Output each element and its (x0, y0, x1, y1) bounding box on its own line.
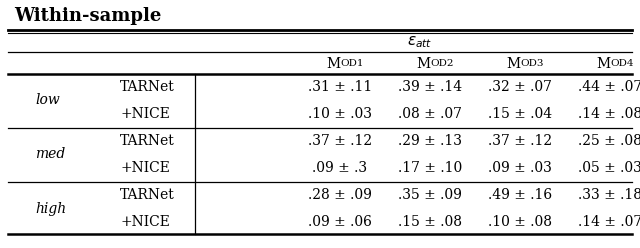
Text: .10 ± .03: .10 ± .03 (308, 107, 372, 121)
Text: .31 ± .11: .31 ± .11 (308, 80, 372, 94)
Text: .37 ± .12: .37 ± .12 (488, 134, 552, 148)
Text: .09 ± .3: .09 ± .3 (312, 161, 367, 175)
Text: .17 ± .10: .17 ± .10 (398, 161, 462, 175)
Text: TARNet: TARNet (120, 188, 175, 202)
Text: TARNet: TARNet (120, 134, 175, 148)
Text: .10 ± .08: .10 ± .08 (488, 215, 552, 229)
Text: .44 ± .07: .44 ± .07 (578, 80, 640, 94)
Text: .29 ± .13: .29 ± .13 (398, 134, 462, 148)
Text: .37 ± .12: .37 ± .12 (308, 134, 372, 148)
Text: .25 ± .08: .25 ± .08 (578, 134, 640, 148)
Text: .09 ± .06: .09 ± .06 (308, 215, 372, 229)
Text: .39 ± .14: .39 ± .14 (398, 80, 462, 94)
Text: OD3: OD3 (520, 60, 543, 68)
Text: .32 ± .07: .32 ± .07 (488, 80, 552, 94)
Text: .05 ± .03: .05 ± .03 (578, 161, 640, 175)
Text: .49 ± .16: .49 ± .16 (488, 188, 552, 202)
Text: .08 ± .07: .08 ± .07 (398, 107, 462, 121)
Text: $\epsilon_{att}$: $\epsilon_{att}$ (407, 34, 433, 50)
Text: .15 ± .08: .15 ± .08 (398, 215, 462, 229)
Text: .28 ± .09: .28 ± .09 (308, 188, 372, 202)
Text: .09 ± .03: .09 ± .03 (488, 161, 552, 175)
Text: OD2: OD2 (430, 60, 454, 68)
Text: Within-sample: Within-sample (14, 7, 161, 25)
Text: M: M (416, 57, 430, 71)
Text: M: M (326, 57, 340, 71)
Text: high: high (35, 201, 66, 216)
Text: .33 ± .18: .33 ± .18 (578, 188, 640, 202)
Text: OD1: OD1 (340, 60, 364, 68)
Text: .35 ± .09: .35 ± .09 (398, 188, 462, 202)
Text: .14 ± .07: .14 ± .07 (578, 215, 640, 229)
Text: +NICE: +NICE (120, 215, 170, 229)
Text: low: low (35, 93, 60, 107)
Text: M: M (506, 57, 520, 71)
Text: TARNet: TARNet (120, 80, 175, 94)
Text: .15 ± .04: .15 ± .04 (488, 107, 552, 121)
Text: .14 ± .08: .14 ± .08 (578, 107, 640, 121)
Text: M: M (596, 57, 610, 71)
Text: OD4: OD4 (610, 60, 634, 68)
Text: med: med (35, 148, 65, 161)
Text: +NICE: +NICE (120, 107, 170, 121)
Text: +NICE: +NICE (120, 161, 170, 175)
